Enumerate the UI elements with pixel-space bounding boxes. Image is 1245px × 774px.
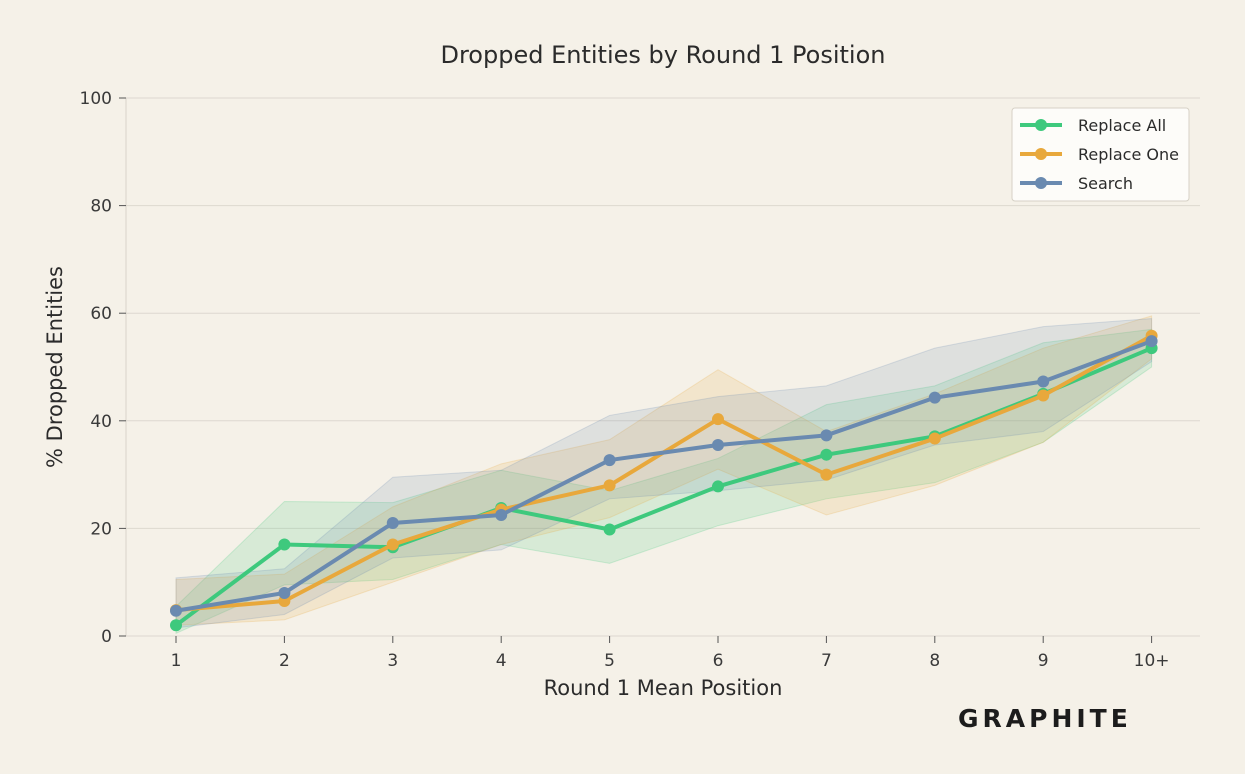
point-search: [278, 586, 291, 599]
point-search: [928, 391, 941, 404]
point-search: [170, 604, 182, 617]
legend-label-search: Search: [1078, 174, 1133, 193]
y-tick-label: 0: [101, 627, 112, 647]
legend-marker-replace-one: [1035, 148, 1047, 160]
point-search: [386, 517, 399, 530]
x-tick-label: 9: [1038, 651, 1049, 671]
point-replace-one: [820, 468, 833, 481]
point-replace-all: [712, 480, 724, 493]
x-tick-label: 10+: [1134, 651, 1170, 671]
point-search: [820, 429, 833, 442]
band-search: [175, 318, 1153, 629]
point-replace-one: [712, 413, 724, 426]
point-replace-one: [603, 479, 616, 492]
x-tick-label: 5: [604, 651, 615, 671]
point-search: [1145, 335, 1158, 348]
x-tick-label: 8: [929, 651, 940, 671]
legend-marker-replace-all: [1035, 119, 1047, 131]
point-replace-one: [928, 432, 941, 445]
legend-marker-search: [1035, 177, 1047, 189]
point-search: [1037, 375, 1050, 388]
legend: Replace All Replace One Search: [1011, 107, 1190, 202]
graphite-logo: GRAPHITE: [958, 704, 1132, 733]
y-tick-label: 40: [90, 412, 112, 432]
x-tick-label: 1: [171, 651, 182, 671]
axes: [119, 97, 1153, 643]
point-replace-one: [386, 538, 399, 551]
tick-labels: 0 20 40 60 80 100 1 2 3 4 5 6 7 8 9 10+: [80, 89, 1170, 671]
point-replace-one: [1037, 389, 1050, 402]
legend-box: [1011, 107, 1190, 202]
chart-title: Dropped Entities by Round 1 Position: [440, 41, 885, 69]
point-replace-all: [170, 619, 182, 632]
series-lines: [170, 329, 1158, 632]
x-tick-label: 4: [496, 651, 507, 671]
line-search: [174, 339, 1154, 613]
x-tick-label: 6: [713, 651, 724, 671]
point-replace-all: [278, 538, 291, 551]
legend-label-replace-all: Replace All: [1078, 116, 1166, 135]
y-tick-label: 80: [90, 197, 112, 217]
x-tick-label: 3: [387, 651, 398, 671]
x-axis-label: Round 1 Mean Position: [544, 676, 783, 700]
y-tick-label: 100: [80, 89, 112, 109]
point-search: [603, 454, 616, 467]
legend-label-replace-one: Replace One: [1078, 145, 1179, 164]
grid: [126, 97, 1200, 637]
point-replace-all: [820, 448, 833, 461]
y-tick-label: 60: [90, 304, 112, 324]
point-search: [495, 508, 508, 521]
y-tick-label: 20: [90, 519, 112, 539]
x-tick-label: 2: [279, 651, 290, 671]
point-search: [712, 439, 724, 452]
band-replace-one: [175, 315, 1153, 626]
y-axis-label: % Dropped Entities: [43, 266, 67, 468]
x-tick-label: 7: [821, 651, 832, 671]
point-replace-all: [603, 523, 616, 536]
